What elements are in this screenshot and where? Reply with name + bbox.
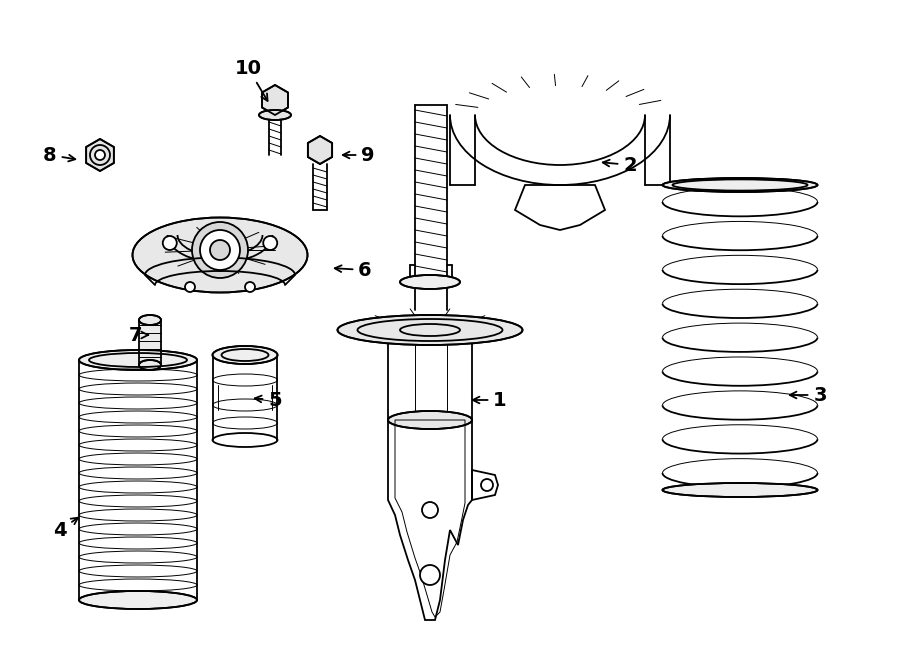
Text: 4: 4 bbox=[53, 518, 78, 540]
Ellipse shape bbox=[79, 350, 197, 370]
Ellipse shape bbox=[139, 360, 161, 370]
Ellipse shape bbox=[79, 591, 197, 609]
Bar bbox=[139, 320, 161, 365]
Text: 6: 6 bbox=[335, 261, 372, 279]
Ellipse shape bbox=[388, 411, 472, 429]
Text: 9: 9 bbox=[343, 146, 374, 164]
Circle shape bbox=[263, 236, 277, 250]
Ellipse shape bbox=[212, 346, 277, 364]
Ellipse shape bbox=[139, 315, 161, 325]
Ellipse shape bbox=[662, 178, 817, 192]
Text: 5: 5 bbox=[255, 391, 282, 410]
Circle shape bbox=[213, 257, 227, 271]
Ellipse shape bbox=[338, 315, 523, 345]
Circle shape bbox=[185, 282, 195, 292]
Polygon shape bbox=[262, 85, 288, 115]
Circle shape bbox=[200, 230, 240, 270]
Ellipse shape bbox=[132, 218, 308, 293]
Ellipse shape bbox=[259, 110, 291, 120]
Text: 2: 2 bbox=[603, 156, 637, 175]
Circle shape bbox=[95, 150, 105, 160]
Text: 1: 1 bbox=[472, 391, 507, 410]
Circle shape bbox=[245, 282, 255, 292]
Circle shape bbox=[163, 236, 176, 250]
Text: 10: 10 bbox=[235, 58, 267, 101]
Text: 8: 8 bbox=[43, 146, 76, 164]
Polygon shape bbox=[86, 139, 114, 171]
Text: 7: 7 bbox=[129, 326, 148, 344]
Circle shape bbox=[192, 222, 248, 278]
Ellipse shape bbox=[400, 275, 460, 289]
Ellipse shape bbox=[662, 483, 817, 497]
Circle shape bbox=[481, 479, 493, 491]
Polygon shape bbox=[308, 136, 332, 164]
Circle shape bbox=[420, 565, 440, 585]
Circle shape bbox=[210, 240, 230, 260]
Text: 3: 3 bbox=[790, 385, 827, 404]
Circle shape bbox=[422, 502, 438, 518]
